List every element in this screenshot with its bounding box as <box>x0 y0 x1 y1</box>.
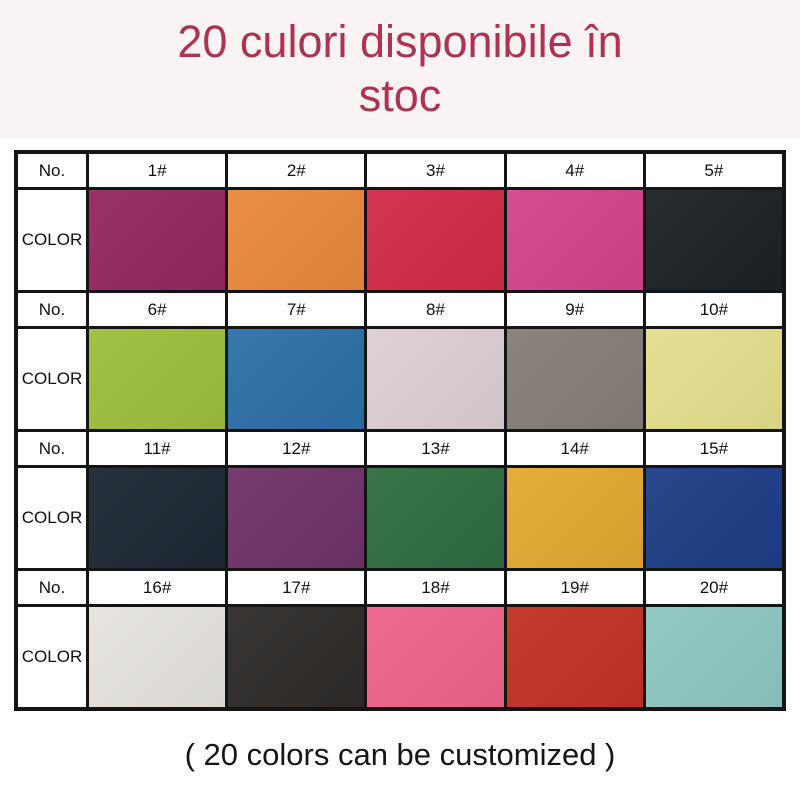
color-swatch <box>367 329 504 429</box>
color-swatch <box>89 607 226 707</box>
swatch-number-label: 6# <box>89 293 226 326</box>
swatch-number-label: 8# <box>367 293 504 326</box>
swatch-number-label: 12# <box>228 432 365 465</box>
color-swatch <box>89 468 226 568</box>
swatch-number-label: 19# <box>506 571 643 604</box>
swatch-number-label: 11# <box>89 432 226 465</box>
color-swatch <box>645 190 782 290</box>
swatch-number-label: 2# <box>228 154 365 187</box>
page-title-line: 20 culori disponibile în <box>177 16 623 67</box>
color-swatch <box>506 329 643 429</box>
swatch-number-label: 5# <box>645 154 782 187</box>
swatch-number-label: 13# <box>367 432 504 465</box>
color-swatch <box>89 190 226 290</box>
color-swatch <box>228 607 365 707</box>
title-banner: 20 culori disponibile în stoc <box>0 0 800 138</box>
color-swatch <box>367 468 504 568</box>
color-swatch <box>645 607 782 707</box>
color-swatch <box>645 329 782 429</box>
color-swatch <box>228 190 365 290</box>
swatch-number-label: 10# <box>645 293 782 326</box>
color-swatch <box>645 468 782 568</box>
color-swatch <box>506 468 643 568</box>
row-header-color: COLOR <box>18 468 86 568</box>
row-header-color: COLOR <box>18 607 86 707</box>
color-swatch <box>367 190 504 290</box>
swatch-number-label: 15# <box>645 432 782 465</box>
swatch-number-label: 9# <box>506 293 643 326</box>
swatch-number-label: 18# <box>367 571 504 604</box>
color-swatch <box>228 468 365 568</box>
row-header-no: No. <box>18 293 86 326</box>
row-header-no: No. <box>18 432 86 465</box>
color-swatch <box>506 607 643 707</box>
swatch-number-label: 17# <box>228 571 365 604</box>
row-header-no: No. <box>18 154 86 187</box>
row-header-color: COLOR <box>18 190 86 290</box>
color-swatch <box>367 607 504 707</box>
swatch-number-label: 7# <box>228 293 365 326</box>
swatch-number-label: 1# <box>89 154 226 187</box>
swatch-number-label: 20# <box>645 571 782 604</box>
page-title-line: stoc <box>358 70 442 121</box>
footer-note: ( 20 colors can be customized ) <box>184 737 616 772</box>
swatch-number-label: 4# <box>506 154 643 187</box>
color-swatch <box>506 190 643 290</box>
color-swatch <box>228 329 365 429</box>
row-header-no: No. <box>18 571 86 604</box>
swatch-number-label: 14# <box>506 432 643 465</box>
row-header-color: COLOR <box>18 329 86 429</box>
color-chart-table: No. 1# 2# 3# 4# 5# COLOR No. 6# 7# 8# 9# 10# COLOR No.… <box>14 150 786 711</box>
swatch-number-label: 3# <box>367 154 504 187</box>
color-swatch <box>89 329 226 429</box>
swatch-number-label: 16# <box>89 571 226 604</box>
